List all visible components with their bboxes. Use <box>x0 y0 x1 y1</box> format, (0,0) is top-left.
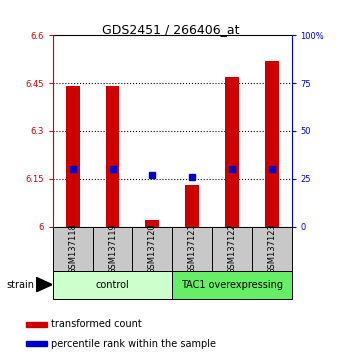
Text: GSM137123: GSM137123 <box>267 223 276 274</box>
Bar <box>172 227 212 271</box>
Text: GSM137121: GSM137121 <box>188 223 197 274</box>
Bar <box>27 322 47 326</box>
Bar <box>172 271 292 299</box>
Text: GSM137122: GSM137122 <box>227 223 236 274</box>
Bar <box>66 86 80 227</box>
Bar <box>212 227 252 271</box>
Bar <box>106 86 119 227</box>
Bar <box>27 341 47 346</box>
Text: percentile rank within the sample: percentile rank within the sample <box>51 339 216 349</box>
Polygon shape <box>36 277 52 292</box>
Text: GDS2451 / 266406_at: GDS2451 / 266406_at <box>102 23 239 36</box>
Bar <box>93 227 132 271</box>
Bar <box>53 271 172 299</box>
Text: GSM137118: GSM137118 <box>68 223 77 274</box>
Text: strain: strain <box>7 280 35 290</box>
Bar <box>225 77 239 227</box>
Bar <box>252 227 292 271</box>
Text: control: control <box>96 280 129 290</box>
Bar <box>132 227 172 271</box>
Text: transformed count: transformed count <box>51 319 142 329</box>
Text: TAC1 overexpressing: TAC1 overexpressing <box>181 280 283 290</box>
Bar <box>185 185 199 227</box>
Text: GSM137120: GSM137120 <box>148 223 157 274</box>
Text: GSM137119: GSM137119 <box>108 223 117 274</box>
Bar <box>145 220 159 227</box>
Bar <box>265 61 279 227</box>
Bar <box>53 227 93 271</box>
